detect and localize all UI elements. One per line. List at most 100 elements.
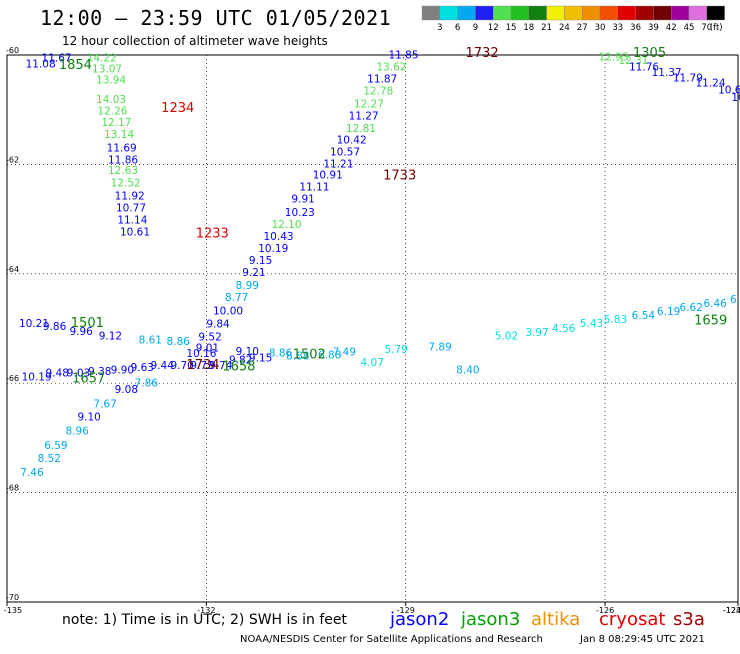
pass-time-label: 1732 [466, 46, 499, 61]
swh-value-label: 9.86 [43, 321, 67, 333]
legend-value-label: 21 [541, 23, 552, 33]
swh-value-label: 6.88 [318, 350, 341, 362]
swh-value-label: 10.57 [330, 147, 360, 159]
swh-value-label: 11.24 [695, 78, 725, 90]
legend-swatch [617, 5, 636, 21]
legend-swatch [528, 5, 547, 21]
swh-value-label: 11.21 [323, 159, 353, 171]
swh-value-label: 11.27 [349, 111, 379, 123]
x-tick-label: -132 [197, 606, 215, 615]
legend-value-label: 6 [455, 23, 460, 33]
swh-value-label: 11.37 [652, 67, 682, 79]
legend-value-label: 36 [630, 23, 641, 33]
swh-value-label: 9.91 [291, 194, 314, 206]
pass-time-label: 1305 [633, 46, 666, 61]
swh-value-label: 12.52 [111, 177, 141, 189]
satellite-jason2: jason2 [390, 609, 450, 630]
swh-value-label: 10.42 [337, 135, 367, 147]
swh-value-label: 9.38 [88, 366, 111, 378]
legend-swatch [599, 5, 618, 21]
y-tick-label: -68 [6, 484, 19, 493]
footer-credit: NOAA/NESDIS Center for Satellite Applica… [240, 634, 543, 645]
swh-value-label: 12.27 [354, 99, 384, 111]
swh-value-label: 7.89 [428, 341, 451, 353]
swh-value-label: 11.08 [26, 59, 56, 71]
swh-value-label: 9.10 [236, 346, 259, 358]
swh-value-label: 10.43 [264, 231, 294, 243]
swh-value-label: 11.11 [299, 182, 329, 194]
swh-value-label: 9.15 [249, 255, 272, 267]
x-tick-label: -129 [397, 606, 415, 615]
plot-frame [6, 54, 739, 603]
y-tick-label: -64 [6, 265, 19, 274]
swh-value-label: 9.12 [99, 330, 122, 342]
legend-swatch [475, 5, 494, 21]
legend-swatch [493, 5, 512, 21]
swh-value-label: 12.31 [618, 55, 648, 67]
footer-timestamp: Jan 8 08:29:45 UTC 2021 [580, 634, 705, 645]
swh-value-label: 12.81 [346, 123, 376, 135]
x-tick-label: -135 [4, 606, 22, 615]
swh-value-label: 6.46 [703, 298, 727, 310]
legend-swatch [546, 5, 565, 21]
swh-value-label: 10.77 [116, 202, 146, 214]
swh-value-label: 9.52 [198, 332, 221, 344]
y-tick-label: -60 [6, 46, 19, 55]
swh-value-label: 8.99 [236, 280, 259, 292]
legend-swatch [653, 5, 672, 21]
pass-time-label: 1233 [196, 227, 229, 242]
swh-value-label: 7.49 [333, 346, 356, 358]
satellite-altika: altika [531, 609, 581, 630]
swh-value-label: 10.91 [313, 170, 343, 182]
swh-value-label: 12.26 [97, 106, 127, 118]
color-legend: 3 6 9 12 15 18 21 24 27 30 33 36 39 42 45 70(ft) [421, 5, 725, 33]
legend-value-label: 15 [506, 23, 517, 33]
swh-value-label: 10.16 [186, 348, 216, 360]
swh-value-label: 9.10 [77, 411, 100, 423]
swh-value-label: 14.03 [96, 94, 126, 106]
legend-swatch [510, 5, 529, 21]
swh-value-label: 12.78 [363, 85, 393, 97]
swh-value-label: 8.88 [286, 351, 309, 363]
swh-value-label: 11.67 [42, 53, 72, 65]
legend-swatch [688, 5, 707, 21]
swh-value-label: 4.07 [361, 357, 384, 369]
swh-value-label: 10.68 [718, 84, 740, 96]
swh-value-label: 11.76 [629, 61, 659, 73]
swh-value-label: 11.79 [673, 72, 703, 84]
swh-value-label: 10.21 [19, 318, 49, 330]
swh-value-label: 11.69 [107, 142, 137, 154]
swh-value-label: 8.96 [65, 426, 89, 438]
swh-value-label: 8.52 [38, 453, 61, 465]
swh-value-label: 9.74 [209, 360, 233, 372]
note-text: note: 1) Time is in UTC; 2) SWH is in fe… [62, 612, 348, 628]
satellite-cryosat: cryosat [599, 609, 666, 630]
legend-value-label: 30 [595, 23, 606, 33]
legend-value-label: 33 [612, 23, 623, 33]
pass-time-label: 1854 [59, 58, 92, 73]
axes-layer: -135 -132 -129 -126 -123-124 -60 -62 -64 -66 -68 -… [4, 46, 740, 615]
swh-value-label: 5.02 [495, 330, 518, 342]
pass-time-label: 1657 [72, 372, 105, 387]
swh-value-label: 4.56 [552, 323, 576, 335]
swh-value-label: 9.90 [111, 364, 134, 376]
swh-value-label: 13.07 [92, 64, 122, 76]
pass-time-label: 1234 [161, 101, 194, 116]
legend-swatch [439, 5, 458, 21]
swh-value-label: 8.77 [225, 292, 248, 304]
legend-value-label: 3 [437, 23, 442, 33]
legend-value-label: 70 [701, 23, 712, 33]
swh-value-label: 5.83 [604, 314, 627, 326]
legend-swatch [564, 5, 583, 21]
swh-value-label: 6.59 [44, 440, 67, 452]
legend-value-label: 27 [577, 23, 588, 33]
swh-value-label: 5.43 [580, 318, 603, 330]
x-tick-label: -124 [723, 606, 740, 615]
swh-value-label: 13.14 [104, 129, 134, 141]
legend-swatch [671, 5, 690, 21]
swh-value-label: 9.82 [229, 355, 252, 367]
legend-value-label: 39 [648, 23, 659, 33]
swh-value-label: 7.86 [135, 377, 159, 389]
swh-value-label: 11.87 [367, 73, 397, 85]
